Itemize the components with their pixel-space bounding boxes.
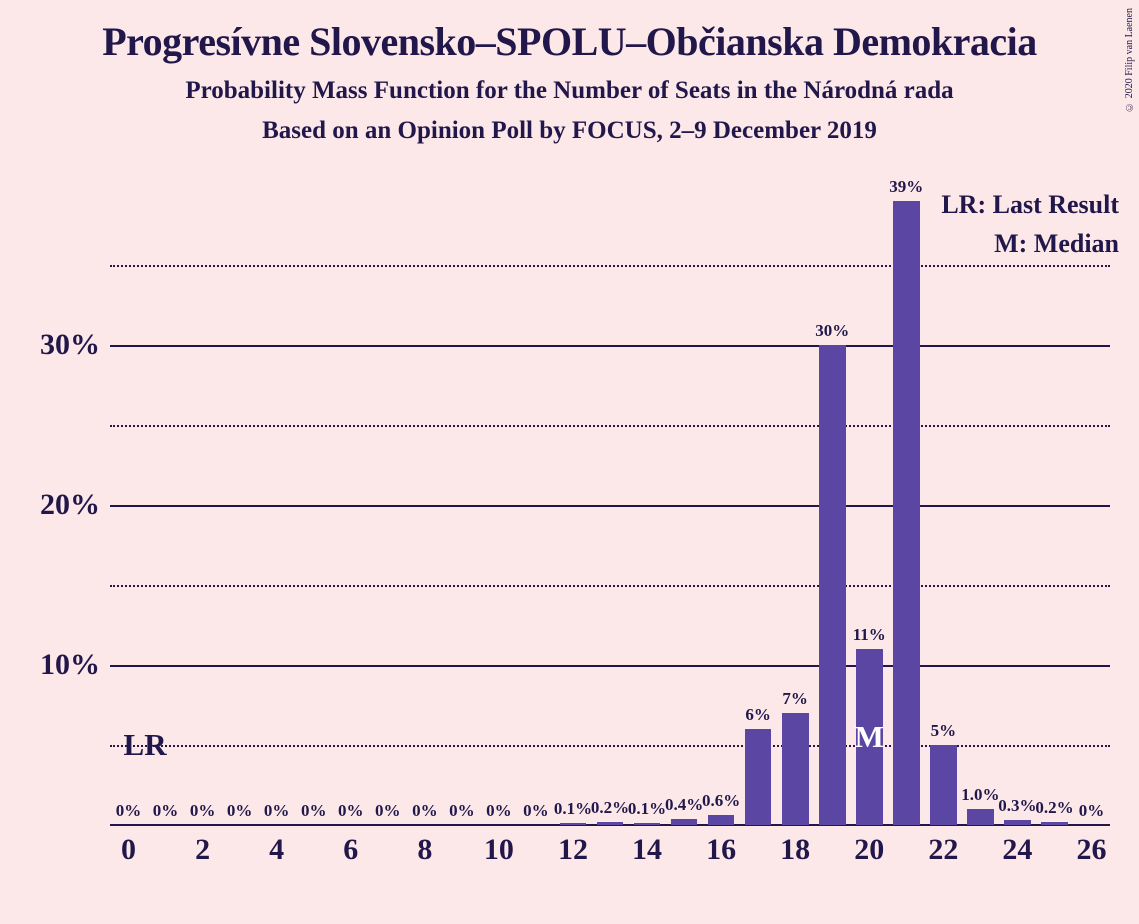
bar-value-label: 0% — [116, 801, 142, 821]
x-axis-label: 6 — [343, 833, 358, 867]
bar-value-label: 0% — [375, 801, 401, 821]
bar-value-label: 6% — [745, 705, 771, 725]
bar-value-label: 0.1% — [628, 799, 666, 819]
bar — [782, 713, 809, 825]
bar — [597, 822, 624, 825]
bar-value-label: 0.6% — [702, 791, 740, 811]
x-axis-label: 12 — [558, 833, 588, 867]
bar-value-label: 0.3% — [998, 796, 1036, 816]
gridline-minor — [110, 425, 1110, 427]
bar-value-label: 0% — [264, 801, 290, 821]
gridline-major — [110, 665, 1110, 667]
y-axis-label: 20% — [40, 488, 100, 522]
bar — [967, 809, 994, 825]
bar-value-label: 0% — [301, 801, 327, 821]
bar — [1004, 820, 1031, 825]
gridline-major — [110, 345, 1110, 347]
x-axis-label: 20 — [854, 833, 884, 867]
bar-value-label: 11% — [853, 625, 886, 645]
bar-value-label: 0% — [338, 801, 364, 821]
bar-value-label: 0.1% — [554, 799, 592, 819]
x-axis-label: 14 — [632, 833, 662, 867]
bar — [893, 201, 920, 825]
gridline-minor — [110, 265, 1110, 267]
median-marker: M — [855, 719, 884, 755]
plot: 10%20%30%024681012141618202224260%0%0%0%… — [110, 185, 1110, 825]
bar — [671, 819, 698, 825]
bar-value-label: 1.0% — [961, 785, 999, 805]
bar-value-label: 0% — [486, 801, 512, 821]
chart-title: Progresívne Slovensko–SPOLU–Občianska De… — [0, 0, 1139, 65]
x-axis-label: 10 — [484, 833, 514, 867]
bar-value-label: 0% — [449, 801, 475, 821]
bar-value-label: 5% — [931, 721, 957, 741]
x-axis-label: 4 — [269, 833, 284, 867]
y-axis-label: 30% — [40, 328, 100, 362]
y-axis-label: 10% — [40, 648, 100, 682]
gridline-minor — [110, 745, 1110, 747]
chart-area: 10%20%30%024681012141618202224260%0%0%0%… — [110, 185, 1110, 865]
bar-value-label: 0% — [523, 801, 549, 821]
bar — [560, 823, 587, 825]
x-axis-label: 8 — [417, 833, 432, 867]
bar-value-label: 0% — [412, 801, 438, 821]
bar-value-label: 30% — [815, 321, 849, 341]
bar — [745, 729, 772, 825]
bar-value-label: 39% — [889, 177, 923, 197]
x-axis-label: 0 — [121, 833, 136, 867]
bar-value-label: 0% — [227, 801, 253, 821]
bar — [708, 815, 735, 825]
bar-value-label: 0.2% — [1035, 798, 1073, 818]
x-axis-label: 24 — [1002, 833, 1032, 867]
bar-value-label: 0.2% — [591, 798, 629, 818]
lr-marker: LR — [124, 727, 167, 763]
bar — [634, 823, 661, 825]
x-axis-label: 22 — [928, 833, 958, 867]
bar-value-label: 0.4% — [665, 795, 703, 815]
bar-value-label: 7% — [782, 689, 808, 709]
x-axis-label: 18 — [780, 833, 810, 867]
bar-value-label: 0% — [1079, 801, 1105, 821]
bar-value-label: 0% — [153, 801, 179, 821]
gridline-minor — [110, 585, 1110, 587]
x-axis-label: 26 — [1076, 833, 1106, 867]
chart-subtitle: Probability Mass Function for the Number… — [0, 65, 1139, 105]
x-axis-label: 2 — [195, 833, 210, 867]
bar — [819, 345, 846, 825]
bar — [930, 745, 957, 825]
x-axis-label: 16 — [706, 833, 736, 867]
copyright: © 2020 Filip van Laenen — [1124, 8, 1135, 112]
bar — [1041, 822, 1068, 825]
bar-value-label: 0% — [190, 801, 216, 821]
gridline-major — [110, 505, 1110, 507]
chart-subtitle-2: Based on an Opinion Poll by FOCUS, 2–9 D… — [0, 105, 1139, 145]
